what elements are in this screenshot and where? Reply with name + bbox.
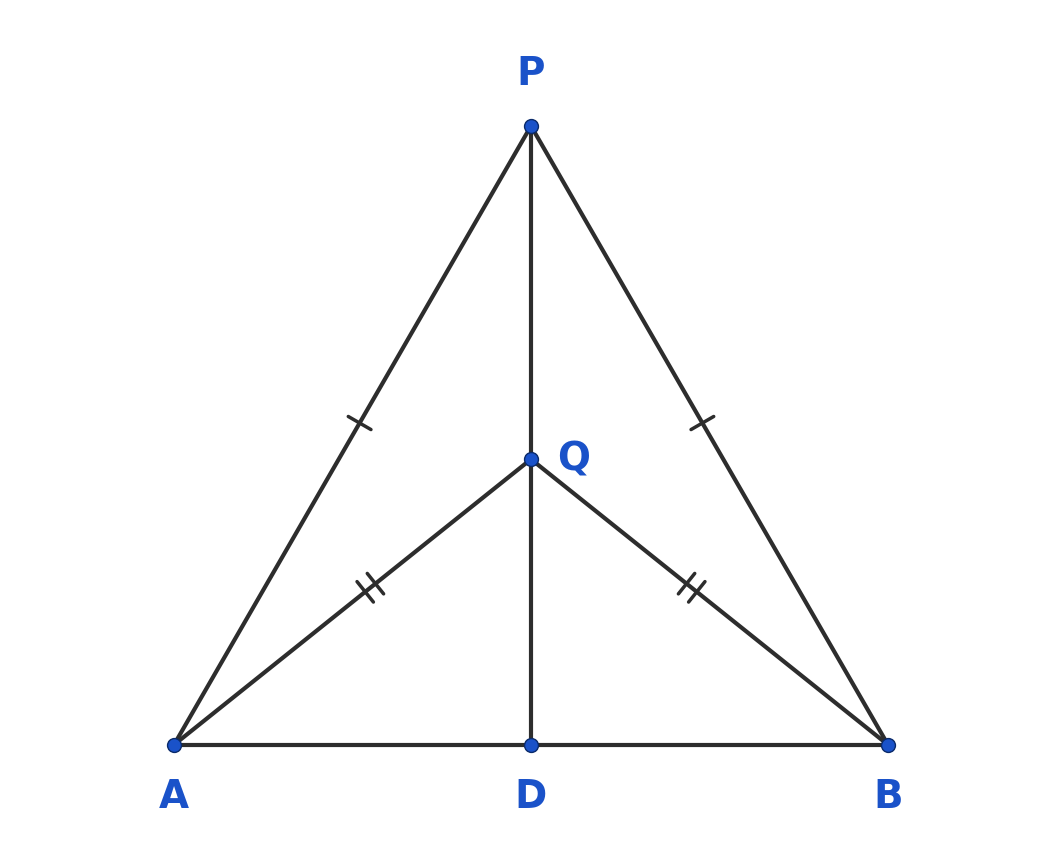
Text: B: B (873, 778, 903, 817)
Text: A: A (159, 778, 189, 817)
Text: D: D (515, 778, 547, 817)
Text: P: P (517, 55, 545, 92)
Text: Q: Q (558, 440, 590, 479)
